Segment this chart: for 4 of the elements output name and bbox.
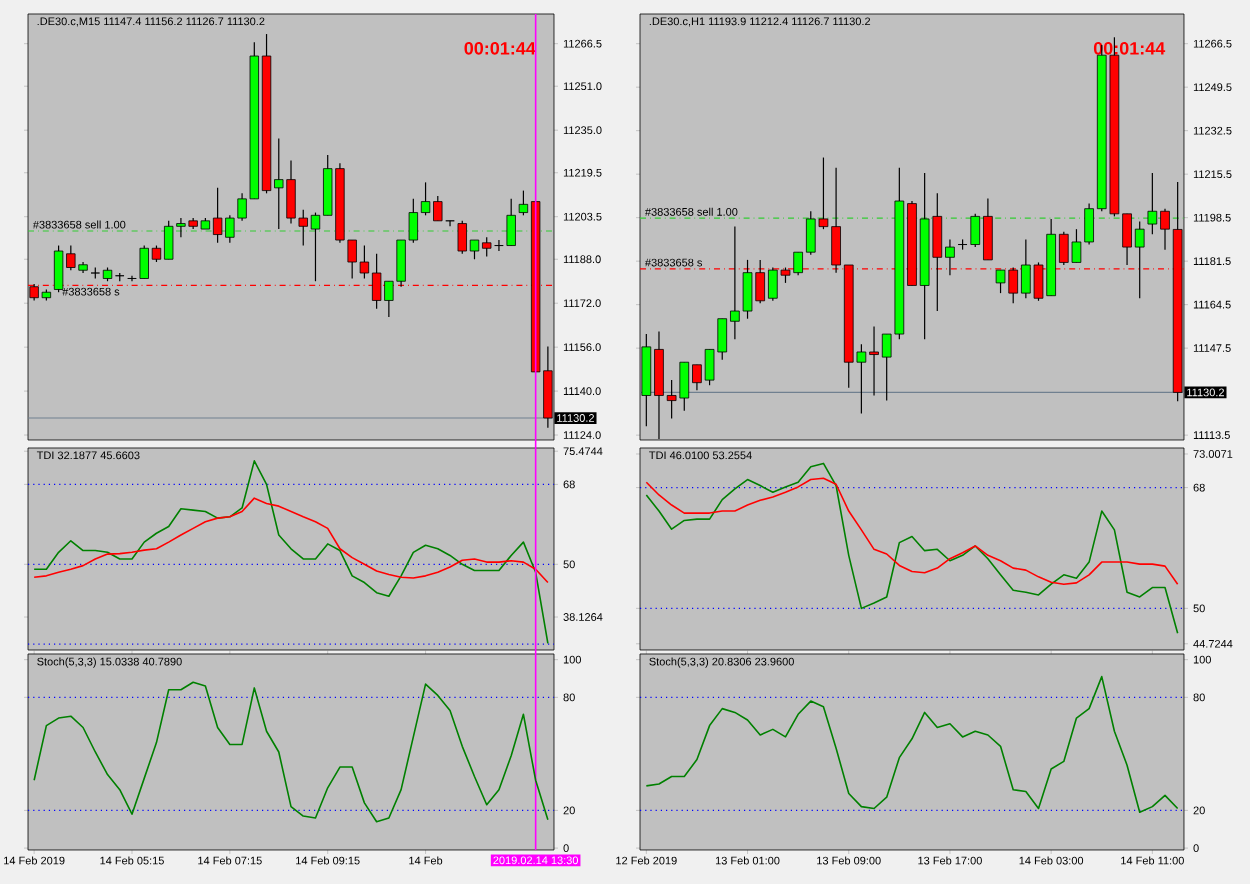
line-series — [33, 681, 549, 823]
line-series — [645, 675, 1179, 814]
line-series — [645, 462, 1179, 635]
annotation: 00:01:44 — [464, 41, 536, 55]
